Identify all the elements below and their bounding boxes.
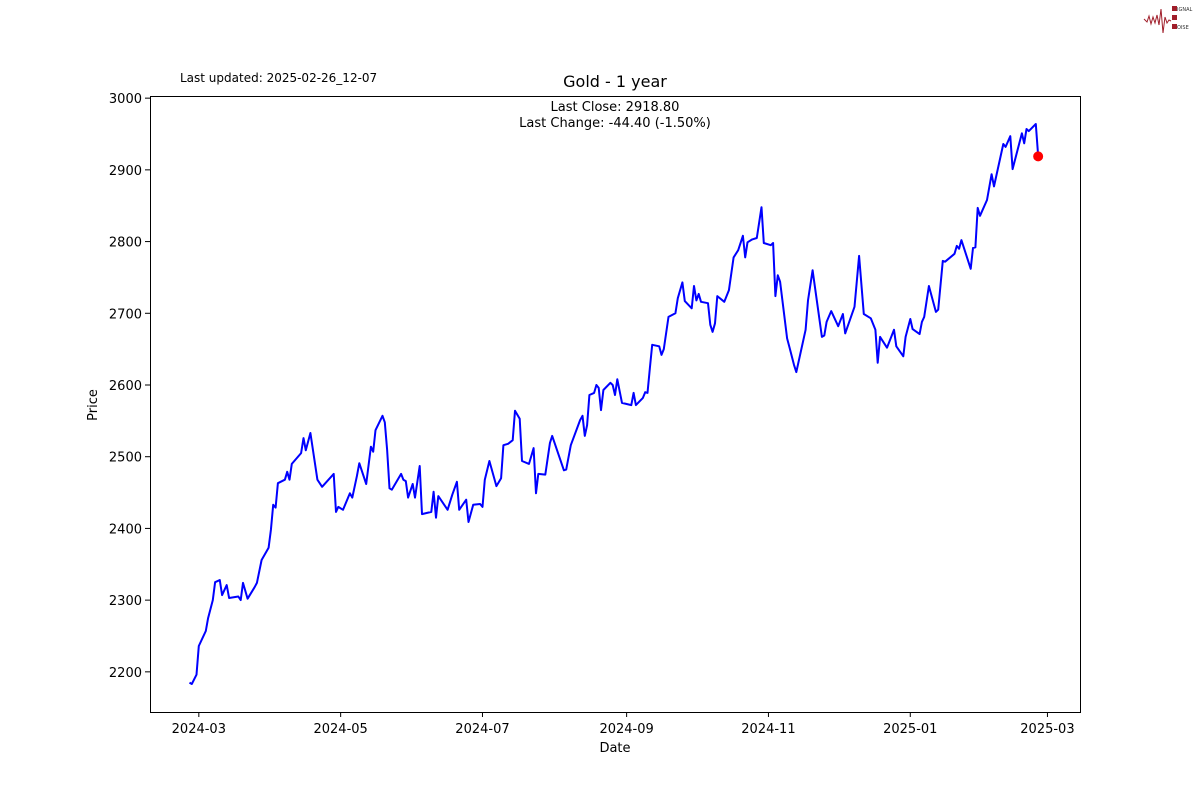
y-tick-label: 2200 [109,666,142,681]
x-tick-label: 2024-07 [455,722,509,737]
y-tick-label: 2800 [109,236,142,251]
y-tick-label: 2300 [109,594,142,609]
x-tick-label: 2025-01 [883,722,937,737]
x-axis-label: Date [599,741,630,756]
price-line [188,123,1040,685]
x-tick-label: 2024-11 [741,722,795,737]
last-close-annotation: Last Close: 2918.80 [551,100,680,115]
x-tick-label: 2024-05 [313,722,367,737]
y-tick-label: 2700 [109,307,142,322]
y-tick-label: 3000 [109,92,142,107]
svg-text:OISE: OISE [1177,25,1189,31]
logo-waveform-icon [1143,8,1172,34]
x-tick-label: 2024-03 [172,722,226,737]
last-close-marker [1033,151,1044,162]
chart-title: Gold - 1 year [563,72,667,91]
plot-frame [150,96,1081,713]
y-tick-label: 2600 [109,379,142,394]
y-tick-label: 2900 [109,164,142,179]
last-change-annotation: Last Change: -44.40 (-1.50%) [519,116,711,131]
y-axis-label: Price [86,389,101,421]
svg-text:IGNAL: IGNAL [1177,7,1193,13]
x-tick-label: 2025-03 [1020,722,1074,737]
x-tick-label: 2024-09 [599,722,653,737]
y-tick-label: 2500 [109,451,142,466]
signal-to-noise-logo: IGNAL OISE [1143,6,1193,34]
last-updated-text: Last updated: 2025-02-26_12-07 [180,71,378,85]
y-tick-label: 2400 [109,522,142,537]
